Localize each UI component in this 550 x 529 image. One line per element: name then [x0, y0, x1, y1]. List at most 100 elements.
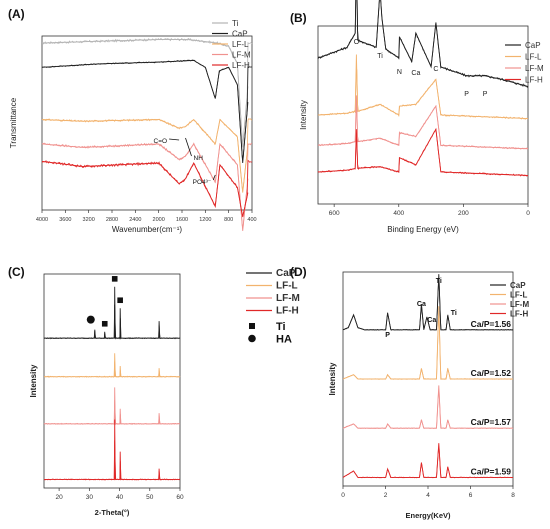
- x-tick-label: 1600: [176, 217, 188, 223]
- legend-label: Ti: [232, 19, 239, 28]
- y-axis-label: Intensity: [29, 364, 38, 397]
- legend-label: LF-H: [232, 61, 250, 70]
- element-label: P: [385, 332, 390, 339]
- element-label: P: [483, 91, 488, 98]
- peak-pointer: [185, 137, 192, 157]
- y-axis-label: Transmittance: [9, 97, 18, 148]
- legend-marker-label: Ti: [276, 321, 286, 333]
- x-tick-label: 400: [247, 217, 256, 223]
- peak-pointer: [212, 174, 216, 181]
- ca-p-ratio-label: Ca/P=1.52: [471, 368, 512, 378]
- series-peaks-lf-m: [41, 142, 249, 231]
- series-peaks-lf-h: [342, 443, 513, 478]
- y-axis-label: Intensity: [328, 362, 337, 395]
- series-line-lf-m: [41, 142, 253, 229]
- x-tick-label: 4000: [36, 217, 48, 223]
- series-peaks-cap: [44, 286, 180, 339]
- annotations: C=O NH PO4³⁻: [154, 137, 216, 186]
- x-tick-label: 400: [393, 210, 404, 217]
- legend-label: LF-M: [232, 51, 251, 60]
- x-axis: 4000 3600 3200 2800 2400 2000 1600 1200 800 400: [36, 210, 257, 223]
- series-peaks-lf-m: [342, 385, 513, 429]
- y-axis-label: Intensity: [299, 100, 308, 130]
- element-label: Ca: [427, 317, 436, 324]
- series-line-cap: [41, 59, 253, 160]
- x-tick-label: 4: [426, 492, 430, 499]
- plot-frame: [41, 35, 253, 211]
- element-label: N: [397, 69, 402, 76]
- x-axis-label: Binding Energy (eV): [387, 225, 459, 234]
- x-tick-label: 2: [384, 492, 388, 499]
- x-tick-label: 600: [329, 210, 340, 217]
- legend-label: CaP: [276, 268, 296, 279]
- peak-pointer: [169, 138, 180, 141]
- series-peaks-lf-h: [317, 127, 529, 176]
- series-peaks-cap: [317, 0, 529, 87]
- x-tick-label: 3200: [83, 217, 95, 223]
- legend-label: CaP: [510, 281, 526, 290]
- peak-label: C=O: [154, 138, 168, 145]
- plot-frame: [317, 25, 529, 205]
- element-label: P: [464, 91, 469, 98]
- series-peaks-lf-m: [317, 95, 529, 150]
- legend-label: LF-H: [525, 76, 543, 85]
- ca-p-ratio-label: Ca/P=1.57: [471, 417, 512, 427]
- legend-label: LF-H: [510, 310, 528, 319]
- plot-frame: [43, 273, 181, 489]
- x-tick-label: 60: [176, 494, 184, 501]
- panel-d: (D) 0 2 4 6 8 Energy(KeV) Intensity Ca/P=1.56 Ca/…: [290, 265, 529, 520]
- panel-label: (C): [8, 265, 25, 279]
- x-tick-label: 200: [458, 210, 469, 217]
- panel-label: (A): [8, 7, 25, 21]
- series-peaks-lf-l: [342, 306, 513, 380]
- x-tick-label: 8: [511, 492, 515, 499]
- legend-label: LF-L: [232, 40, 249, 49]
- series-peaks-cap: [41, 59, 249, 164]
- series-peaks-lf-l: [44, 353, 180, 378]
- ha-peak-marker: [86, 315, 95, 324]
- x-axis: 0 2 4 6 8: [341, 486, 515, 499]
- peak-label: PO4³⁻: [193, 179, 212, 186]
- phase-markers: [86, 276, 123, 327]
- element-label: O: [354, 39, 360, 46]
- ti-marker-icon: [249, 323, 255, 329]
- x-tick-label: 50: [146, 494, 154, 501]
- legend-label: CaP: [525, 41, 541, 50]
- x-tick-label: 3600: [59, 217, 71, 223]
- ha-marker-icon: [248, 334, 256, 343]
- element-label: Ca: [411, 70, 420, 77]
- element-label: C: [433, 66, 438, 73]
- ti-peak-marker: [111, 276, 118, 282]
- x-axis-label: Energy(KeV): [405, 511, 451, 520]
- x-axis-label: 2-Theta(°): [95, 508, 130, 517]
- element-label: Ti: [377, 53, 383, 60]
- ca-p-ratio-label: Ca/P=1.59: [471, 466, 512, 476]
- ti-peak-marker: [101, 320, 108, 327]
- x-tick-label: 2800: [106, 217, 118, 223]
- legend-marker-label: HA: [276, 334, 292, 346]
- series-line-lf-l: [41, 118, 253, 189]
- ca-p-ratio-label: Ca/P=1.56: [471, 319, 512, 329]
- series-peaks-lf-m: [44, 387, 180, 425]
- x-tick-label: 2400: [129, 217, 141, 223]
- series-peaks-lf-h: [41, 160, 249, 218]
- x-tick-label: 0: [341, 492, 345, 499]
- x-axis-label: Wavenumber(cm⁻¹): [112, 225, 182, 234]
- panel-c: (C)20 30 40 50 602-Theta(°)IntensityCaPLF-LL…: [8, 265, 300, 517]
- x-axis: 600 400 200 0: [329, 204, 530, 217]
- legend-label: LF-M: [525, 64, 544, 73]
- x-tick-label: 0: [526, 210, 530, 217]
- x-tick-label: 40: [116, 494, 124, 501]
- series-peaks-ti: [41, 39, 249, 148]
- series-peaks-lf-l: [317, 54, 529, 120]
- x-tick-label: 1200: [199, 217, 211, 223]
- panel-label: (D): [290, 265, 307, 279]
- element-label: Ca: [417, 301, 426, 308]
- x-tick-label: 800: [224, 217, 233, 223]
- legend-label: CaP: [232, 30, 248, 39]
- series-line-lf-h: [41, 159, 253, 215]
